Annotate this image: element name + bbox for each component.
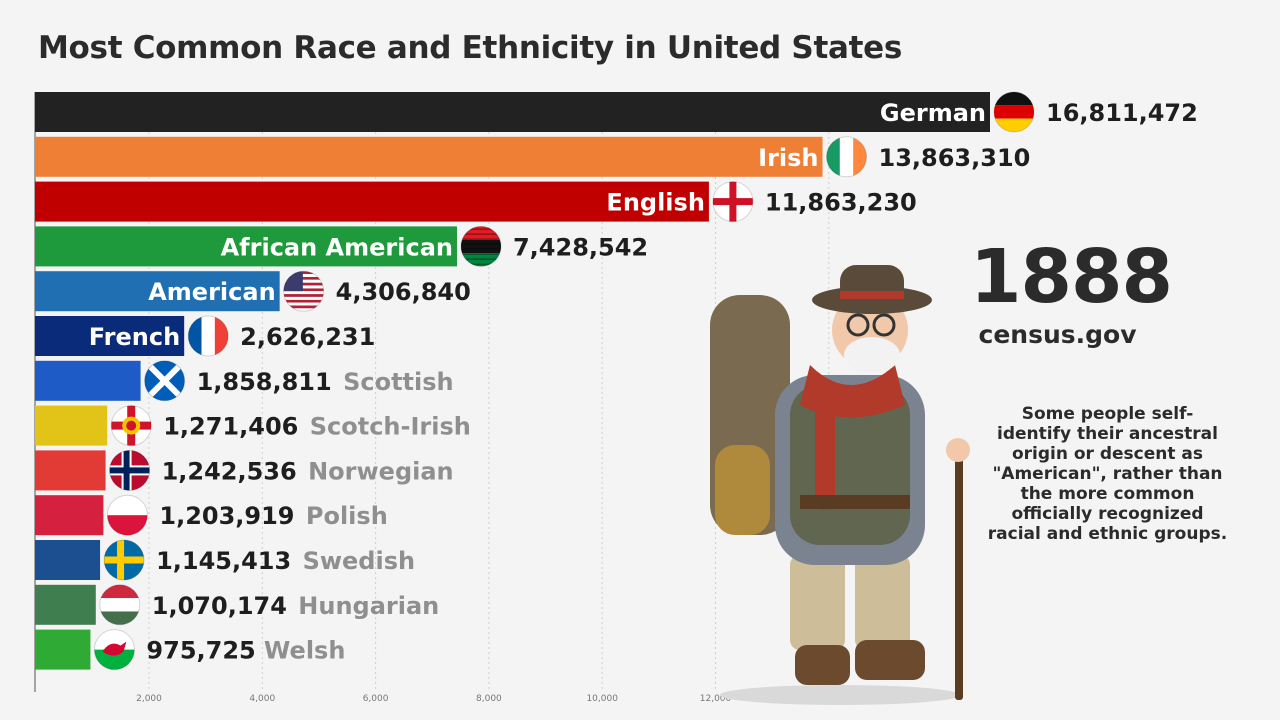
bar [35, 495, 104, 536]
traveler-illustration [710, 265, 970, 705]
category-label: Welsh [264, 637, 346, 665]
poland-flag-icon [106, 494, 148, 536]
year-label: 1888 [970, 234, 1173, 320]
sweden-flag-icon [103, 539, 145, 581]
england-flag-icon [712, 181, 754, 223]
x-tick-label: 2,000 [136, 694, 162, 704]
value-label: 1,203,919 [159, 502, 294, 530]
category-label: Irish [758, 144, 818, 172]
bar-row: 1,242,536 Norwegian [35, 449, 454, 491]
value-label: 11,863,230 [765, 189, 917, 217]
bar [35, 450, 106, 491]
pan-african-flag-icon [460, 225, 502, 267]
value-label: 975,725 [146, 637, 255, 665]
france-flag-icon [187, 315, 229, 357]
bar [35, 92, 990, 132]
norway-flag-icon [109, 449, 151, 491]
value-label: 1,145,413 [156, 547, 291, 575]
category-label: African American [221, 233, 453, 261]
chart-title: Most Common Race and Ethnicity in United… [38, 30, 902, 66]
value-label: 16,811,472 [1046, 99, 1198, 127]
ireland-flag-icon [826, 136, 868, 178]
bar [35, 226, 457, 267]
category-label: English [606, 189, 704, 217]
bar-row: 975,725 Welsh [35, 629, 346, 671]
bar-row: 16,811,472 German [35, 91, 1198, 133]
category-label: Scotch-Irish [310, 413, 471, 441]
value-label: 1,271,406 [163, 413, 298, 441]
wales-flag-icon [93, 629, 135, 671]
bar [35, 181, 709, 222]
value-label: 1,070,174 [152, 592, 287, 620]
bar [35, 540, 101, 580]
bar-row: 7,428,542 African American [35, 225, 648, 267]
scotland-flag-icon [144, 360, 186, 402]
bar [35, 584, 96, 625]
northern-ireland-flag-icon [110, 405, 152, 447]
hungary-flag-icon [99, 584, 141, 626]
bar-row: 1,070,174 Hungarian [35, 584, 439, 626]
bar [35, 316, 185, 356]
x-tick-label: 12,000 [700, 694, 732, 704]
bar-row: 11,863,230 English [35, 181, 917, 223]
bar-row: 4,306,840 American [35, 270, 471, 312]
usa-flag-icon [283, 270, 325, 312]
x-tick-label: 8,000 [476, 694, 502, 704]
value-label: 1,242,536 [162, 457, 297, 485]
x-tick-label: 10,000 [586, 694, 618, 704]
bar [35, 136, 823, 177]
bar [35, 629, 91, 670]
bar-row: 1,858,811 Scottish [35, 360, 454, 402]
germany-flag-icon [993, 91, 1035, 133]
category-label: French [89, 323, 180, 351]
category-label: Swedish [303, 547, 416, 575]
american-note: Some people self-identify their ancestra… [987, 404, 1228, 544]
value-label: 2,626,231 [240, 323, 375, 351]
category-label: German [880, 99, 986, 127]
category-label: Polish [306, 502, 388, 530]
x-tick-label: 4,000 [249, 694, 275, 704]
value-label: 4,306,840 [336, 278, 471, 306]
value-label: 13,863,310 [879, 144, 1031, 172]
category-label: Scottish [343, 368, 454, 396]
bar [35, 405, 108, 446]
category-label: Hungarian [298, 592, 439, 620]
value-label: 1,858,811 [197, 368, 332, 396]
bar-row: 1,271,406 Scotch-Irish [35, 405, 471, 447]
category-label: Norwegian [308, 457, 454, 485]
bar-row: 1,203,919 Polish [35, 494, 388, 536]
source-label: census.gov [978, 320, 1137, 349]
value-label: 7,428,542 [513, 233, 648, 261]
bar-row: 2,626,231 French [35, 315, 375, 357]
category-label: American [148, 278, 275, 306]
bar [35, 360, 141, 401]
bar-row: 1,145,413 Swedish [35, 539, 416, 581]
x-tick-label: 6,000 [363, 694, 389, 704]
bar [35, 271, 280, 312]
bar-row: 13,863,310 Irish [35, 136, 1031, 178]
